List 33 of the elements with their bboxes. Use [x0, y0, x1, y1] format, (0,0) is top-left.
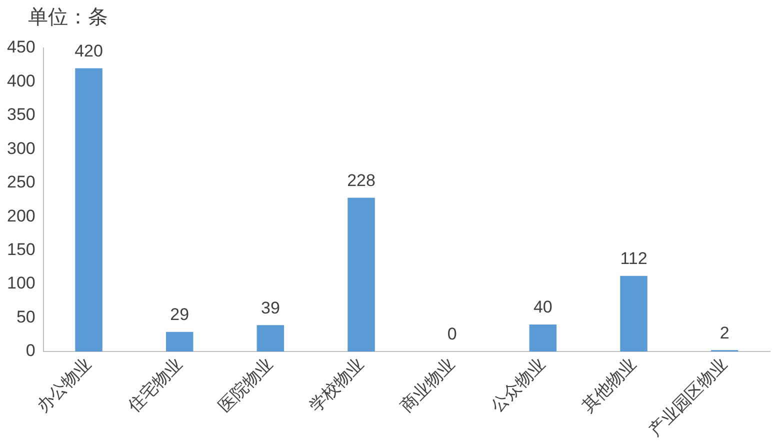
data-label: 2 [720, 323, 730, 342]
y-tick-label: 400 [6, 71, 36, 90]
y-tick-label: 150 [6, 240, 36, 259]
bar [529, 324, 557, 352]
bar [75, 68, 102, 352]
data-label: 112 [620, 249, 648, 268]
x-tick-label: 办公物业 [33, 354, 95, 416]
y-tick-label: 50 [16, 307, 36, 326]
y-axis-title: 单位：条 [28, 6, 108, 29]
bar [348, 198, 375, 352]
y-tick-label: 0 [26, 341, 36, 360]
bar [256, 325, 284, 352]
data-label: 29 [170, 305, 190, 324]
data-label: 420 [74, 41, 103, 60]
x-tick-label: 产业园区物业 [645, 354, 731, 440]
data-label: 0 [447, 324, 457, 344]
y-tick-label: 350 [6, 105, 36, 124]
x-tick-label: 学校物业 [306, 354, 368, 416]
y-tick-label: 450 [6, 38, 36, 57]
x-tick-label: 商业物业 [396, 354, 458, 416]
data-label: 39 [260, 298, 280, 318]
x-tick-label: 医院物业 [215, 354, 277, 416]
x-tick-label: 住宅物业 [124, 354, 186, 417]
bar [166, 332, 194, 352]
y-tick-label: 300 [6, 138, 36, 158]
data-label: 228 [347, 170, 376, 190]
x-tick-label: 其他物业 [578, 354, 640, 416]
data-label: 40 [533, 298, 552, 317]
bar [620, 276, 648, 352]
y-tick-label: 200 [6, 206, 36, 226]
y-tick-label: 100 [6, 274, 36, 293]
x-tick-label: 公众物业 [488, 354, 550, 416]
y-tick-label: 250 [6, 172, 36, 192]
